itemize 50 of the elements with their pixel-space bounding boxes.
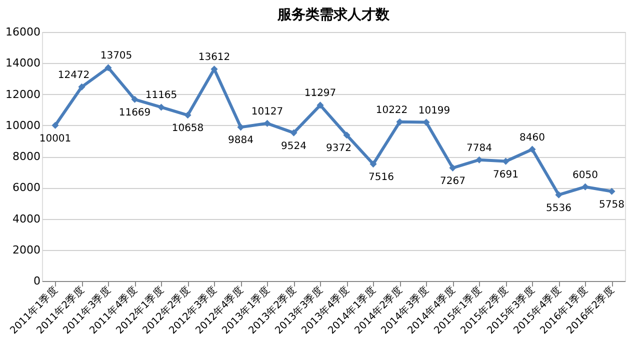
data-label: 8460 — [520, 132, 545, 144]
point — [237, 124, 244, 131]
point — [316, 102, 324, 109]
point — [608, 188, 616, 195]
data-label: 13612 — [198, 52, 230, 64]
y-tick-label: 16000 — [6, 26, 40, 38]
data-label: 10127 — [251, 106, 284, 118]
data-label: 10658 — [172, 123, 204, 134]
data-label: 7691 — [493, 169, 518, 180]
y-tick-label: 10000 — [6, 118, 40, 132]
point — [52, 122, 59, 129]
data-label: 13705 — [100, 50, 132, 62]
y-tick-label: 0 — [34, 274, 40, 288]
data-label: 10001 — [39, 133, 72, 144]
point — [555, 191, 562, 198]
y-tick-label: 4000 — [12, 212, 40, 226]
point — [264, 120, 271, 127]
point — [104, 64, 112, 72]
data-label: 7784 — [466, 142, 492, 154]
point — [131, 96, 138, 103]
data-label: 6050 — [572, 170, 598, 181]
data-label: 7516 — [368, 172, 394, 184]
data-label: 7267 — [440, 176, 466, 187]
data-label: 10222 — [376, 104, 408, 116]
data-label: 9524 — [281, 140, 306, 152]
y-tick-label: 14000 — [6, 56, 40, 70]
y-tick-label: 12000 — [6, 88, 40, 101]
point — [343, 132, 350, 139]
data-label: 12472 — [58, 70, 90, 81]
point — [290, 129, 298, 136]
data-label: 9372 — [326, 143, 352, 154]
y-tick-label: 8000 — [12, 150, 40, 163]
data-label: 11165 — [145, 90, 178, 102]
data-label: 9884 — [228, 135, 254, 146]
chart-title: 服务类需求人才数 — [276, 7, 390, 23]
point — [78, 83, 86, 90]
point — [449, 164, 456, 172]
point — [210, 66, 218, 73]
point — [370, 160, 377, 168]
y-tick-label: 2000 — [12, 243, 40, 256]
point — [184, 112, 192, 119]
y-tick-label: 6000 — [12, 181, 40, 194]
point — [582, 183, 589, 190]
data-label: 5758 — [599, 199, 624, 210]
point — [528, 146, 536, 153]
data-label: 11669 — [118, 107, 151, 118]
data-label: 10199 — [418, 105, 450, 116]
point — [158, 104, 165, 111]
data-label: 5536 — [546, 202, 572, 214]
data-label: 11297 — [304, 88, 336, 100]
